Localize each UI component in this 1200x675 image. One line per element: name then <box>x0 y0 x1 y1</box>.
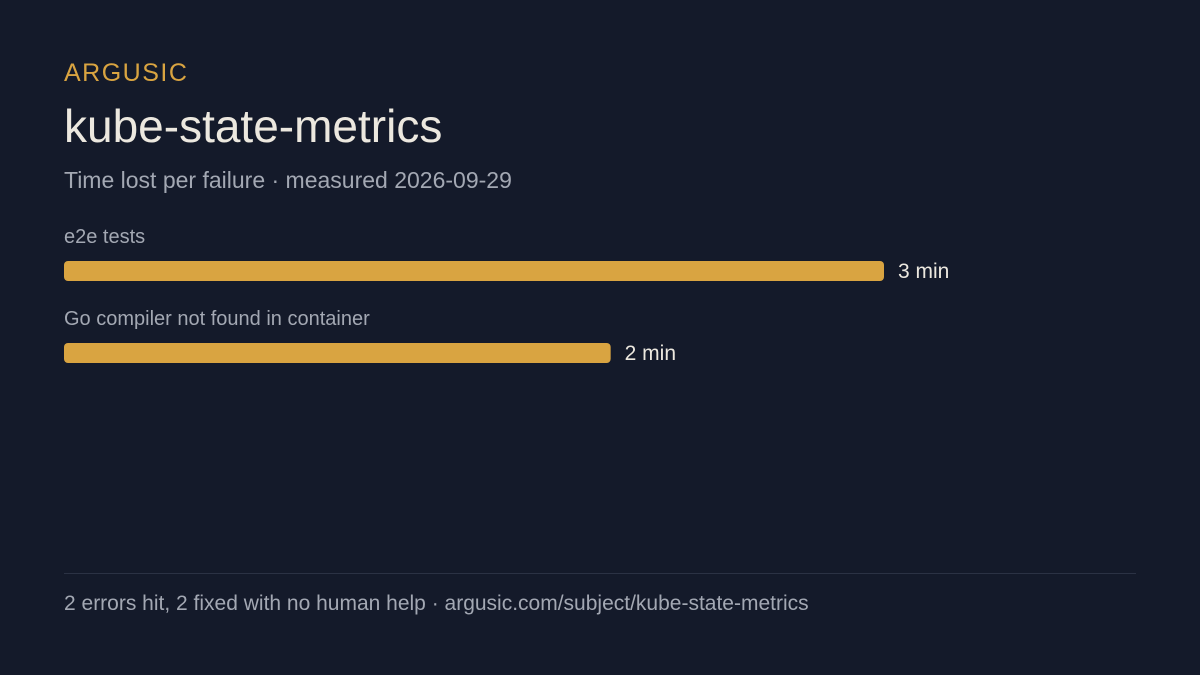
chart-subtitle: Time lost per failure · measured 2026-09… <box>64 167 512 193</box>
bar-chart: e2e tests 3 min Go compiler not found in c… <box>64 226 949 365</box>
footer-divider <box>64 573 1136 574</box>
bar <box>64 343 611 363</box>
bar-value-label: 3 min <box>898 260 949 283</box>
bar-category-label: e2e tests <box>64 226 145 248</box>
bar <box>64 261 884 281</box>
brand-label: ARGUSIC <box>64 59 189 87</box>
bar-value-label: 2 min <box>625 342 676 365</box>
bar-category-label: Go compiler not found in container <box>64 308 370 330</box>
footer-text: 2 errors hit, 2 fixed with no human help… <box>64 592 809 615</box>
page-title: kube-state-metrics <box>64 100 443 152</box>
